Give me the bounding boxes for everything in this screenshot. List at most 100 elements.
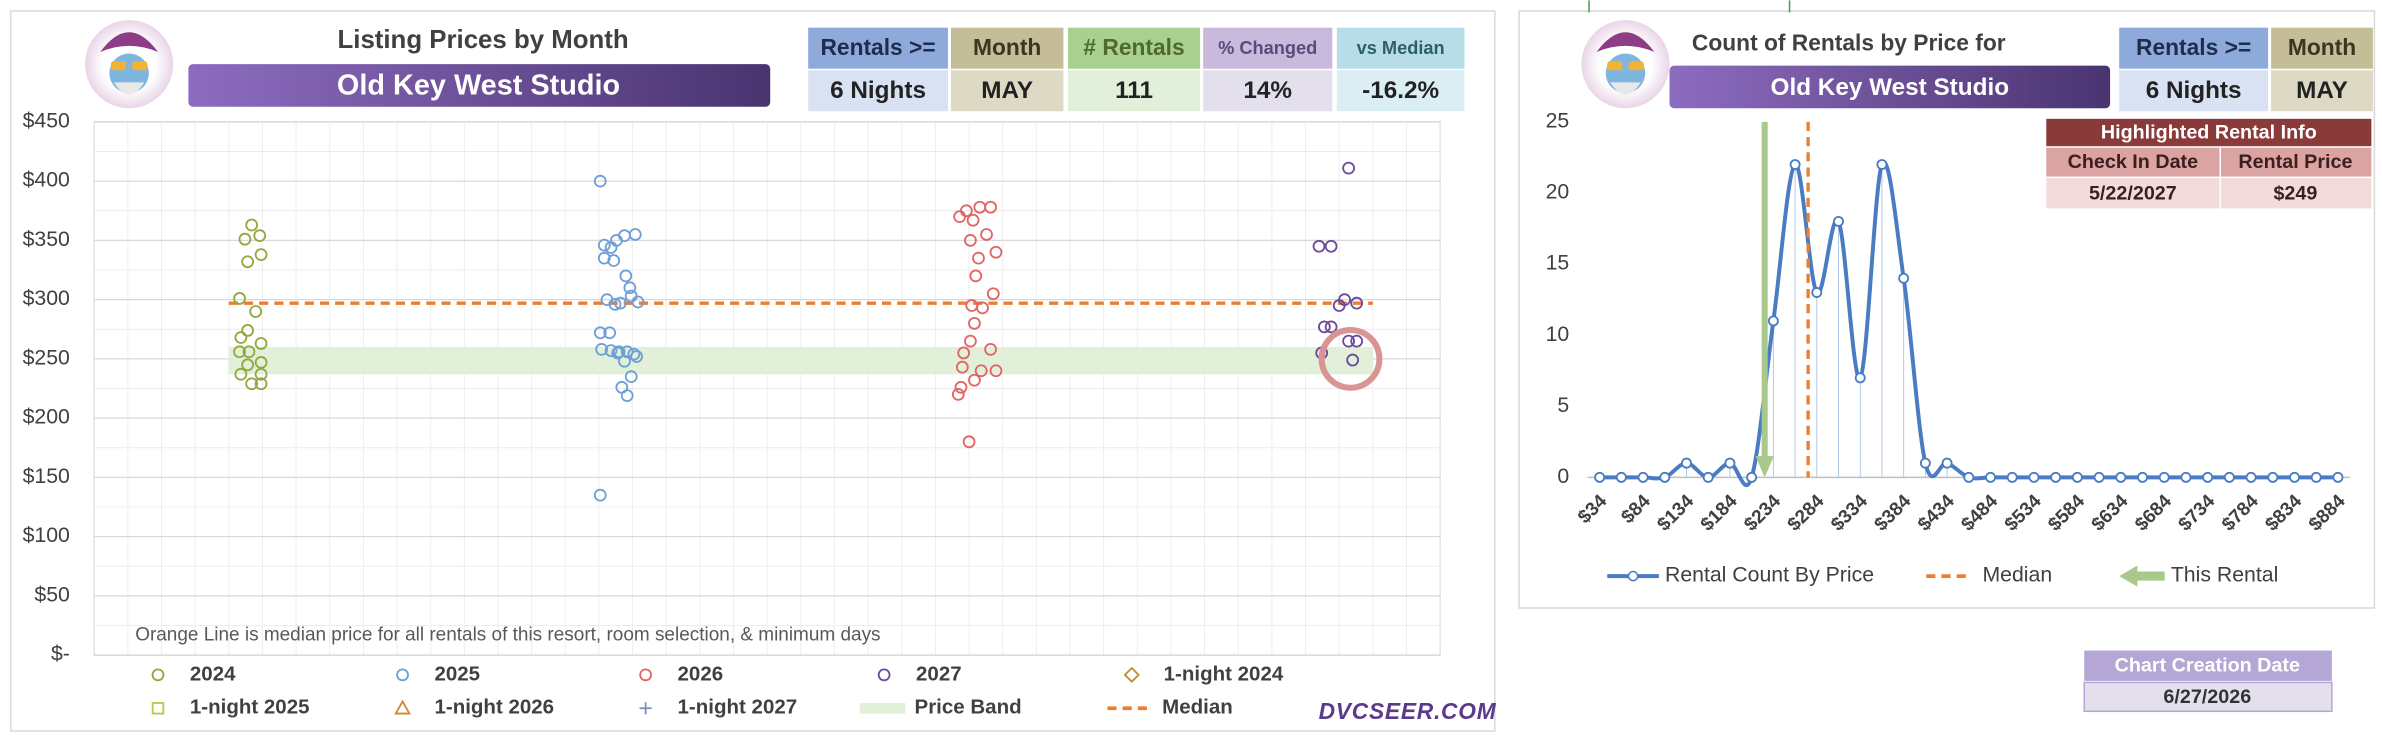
- table-cell: [2220, 178, 2372, 209]
- point: [2332, 471, 2344, 483]
- point: [964, 334, 977, 348]
- point: [607, 254, 621, 267]
- point: [245, 377, 259, 391]
- point: [2310, 471, 2322, 483]
- point: [2180, 471, 2192, 483]
- point: [1941, 457, 1953, 469]
- point: [241, 358, 255, 372]
- point: [989, 245, 1003, 259]
- point: [2289, 471, 2300, 483]
- point: [1342, 161, 1355, 175]
- y-tick-label: $300: [23, 286, 70, 310]
- y-tick-label: $450: [23, 108, 70, 132]
- table-header: # Rentals: [1083, 34, 1184, 60]
- point: [1350, 296, 1364, 310]
- point: [624, 370, 638, 384]
- y-tick-label: $400: [23, 168, 70, 192]
- price-band: [228, 347, 1373, 375]
- point: [2158, 471, 2170, 483]
- point: [1919, 457, 1931, 469]
- point: [2267, 471, 2279, 483]
- legend-marker: [396, 668, 409, 682]
- point: [241, 255, 255, 269]
- y-tick-label: $250: [23, 345, 70, 369]
- point: [254, 367, 268, 381]
- point: [955, 360, 969, 374]
- table-header: Rentals >=: [820, 34, 935, 60]
- chart-title: Listing Prices by Month: [338, 26, 629, 54]
- y-tick-label: 20: [1546, 180, 1570, 204]
- point: [241, 324, 255, 337]
- point: [593, 326, 607, 340]
- y-tick-label: $100: [23, 523, 70, 547]
- table-header-cell: [2119, 27, 2269, 69]
- y-tick-label: 15: [1546, 251, 1570, 275]
- table-header-cell: [1203, 27, 1333, 69]
- point: [2202, 471, 2214, 483]
- point: [233, 292, 246, 305]
- point: [595, 343, 608, 356]
- point: [1702, 471, 1714, 483]
- table-value: 14%: [1243, 77, 1292, 104]
- point: [1854, 372, 1866, 384]
- point: [614, 296, 627, 310]
- point: [253, 229, 267, 243]
- chart-title: Count of Rentals by Price for: [1692, 29, 2006, 55]
- point: [623, 281, 637, 295]
- point: [630, 350, 643, 363]
- table-cell: [1203, 70, 1333, 112]
- point: [245, 218, 259, 232]
- point: [2115, 471, 2127, 483]
- legend-label: Rental Count By Price: [1665, 563, 1874, 587]
- table-header-cell: [2046, 147, 2220, 177]
- table-header: vs Median: [1357, 38, 1445, 58]
- legend-marker: [639, 702, 652, 715]
- point: [1615, 471, 1627, 483]
- point: [1681, 457, 1692, 469]
- point: [953, 210, 967, 224]
- chart-subtitle: Old Key West Studio: [337, 70, 620, 102]
- table-header-cell: [2271, 27, 2373, 69]
- point: [974, 364, 988, 378]
- point: [254, 356, 268, 369]
- point: [1312, 239, 1326, 253]
- legend-label: 1-night 2027: [678, 696, 798, 719]
- legend-label: Median: [1162, 696, 1233, 719]
- point: [964, 233, 977, 247]
- point: [951, 388, 965, 401]
- table-value: $249: [2273, 182, 2317, 204]
- point: [1346, 353, 1360, 367]
- table-cell: [808, 70, 948, 112]
- point: [954, 380, 968, 394]
- point: [2245, 471, 2257, 483]
- point: [1324, 320, 1338, 334]
- y-tick-label: 0: [1557, 464, 1569, 488]
- point: [966, 213, 980, 227]
- point: [1811, 287, 1823, 298]
- point: [1594, 471, 1606, 483]
- rental-arrow: [1755, 121, 1774, 478]
- table-value: 111: [1115, 77, 1153, 104]
- point: [968, 316, 981, 330]
- point: [604, 241, 618, 254]
- point: [611, 346, 625, 360]
- point: [619, 269, 633, 283]
- chart-subtitle: Old Key West Studio: [1771, 74, 2010, 101]
- y-tick-label: $-: [51, 642, 70, 666]
- legend-label: Price Band: [915, 696, 1022, 719]
- point: [1985, 471, 1996, 483]
- point: [984, 343, 997, 356]
- table-value: 6 Nights: [830, 77, 926, 104]
- table-cell: [2046, 178, 2220, 209]
- point: [969, 269, 983, 283]
- logo: [85, 20, 174, 109]
- legend-label: Median: [1982, 563, 2052, 587]
- footer-label-cell: [2084, 650, 2332, 681]
- y-tick-label: 25: [1546, 108, 1570, 132]
- point: [972, 251, 985, 265]
- y-tick-label: $150: [23, 464, 70, 488]
- table-header: Check In Date: [2068, 151, 2199, 173]
- y-tick-label: $350: [23, 227, 70, 251]
- point: [962, 435, 976, 449]
